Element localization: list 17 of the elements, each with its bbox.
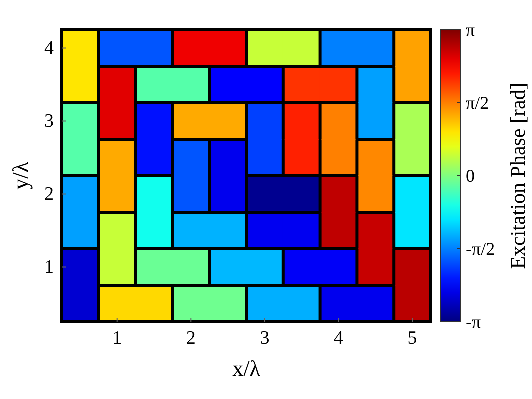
y-tick-label: 1: [44, 256, 54, 278]
x-tick-label: 1: [112, 328, 122, 349]
y-axis-title: y/λ: [8, 162, 33, 190]
x-axis-title: x/λ: [232, 356, 261, 381]
x-tick-label: 3: [260, 328, 270, 349]
color-bar-label: π/2: [466, 93, 490, 113]
y-tick-label: 2: [44, 184, 54, 205]
y-tick-label: 4: [44, 38, 54, 59]
color-bar-title: Excitation Phase [rad]: [506, 82, 530, 270]
color-bar-label: -π/2: [466, 239, 496, 259]
color-bar-label: π: [466, 20, 476, 40]
x-tick-label: 4: [334, 328, 344, 349]
color-bar-label: -π: [466, 312, 482, 332]
x-tick-label: 2: [186, 328, 196, 349]
color-bar-label: 0: [466, 166, 475, 186]
y-tick-label: 3: [44, 110, 54, 132]
x-tick-label: 5: [408, 328, 418, 349]
